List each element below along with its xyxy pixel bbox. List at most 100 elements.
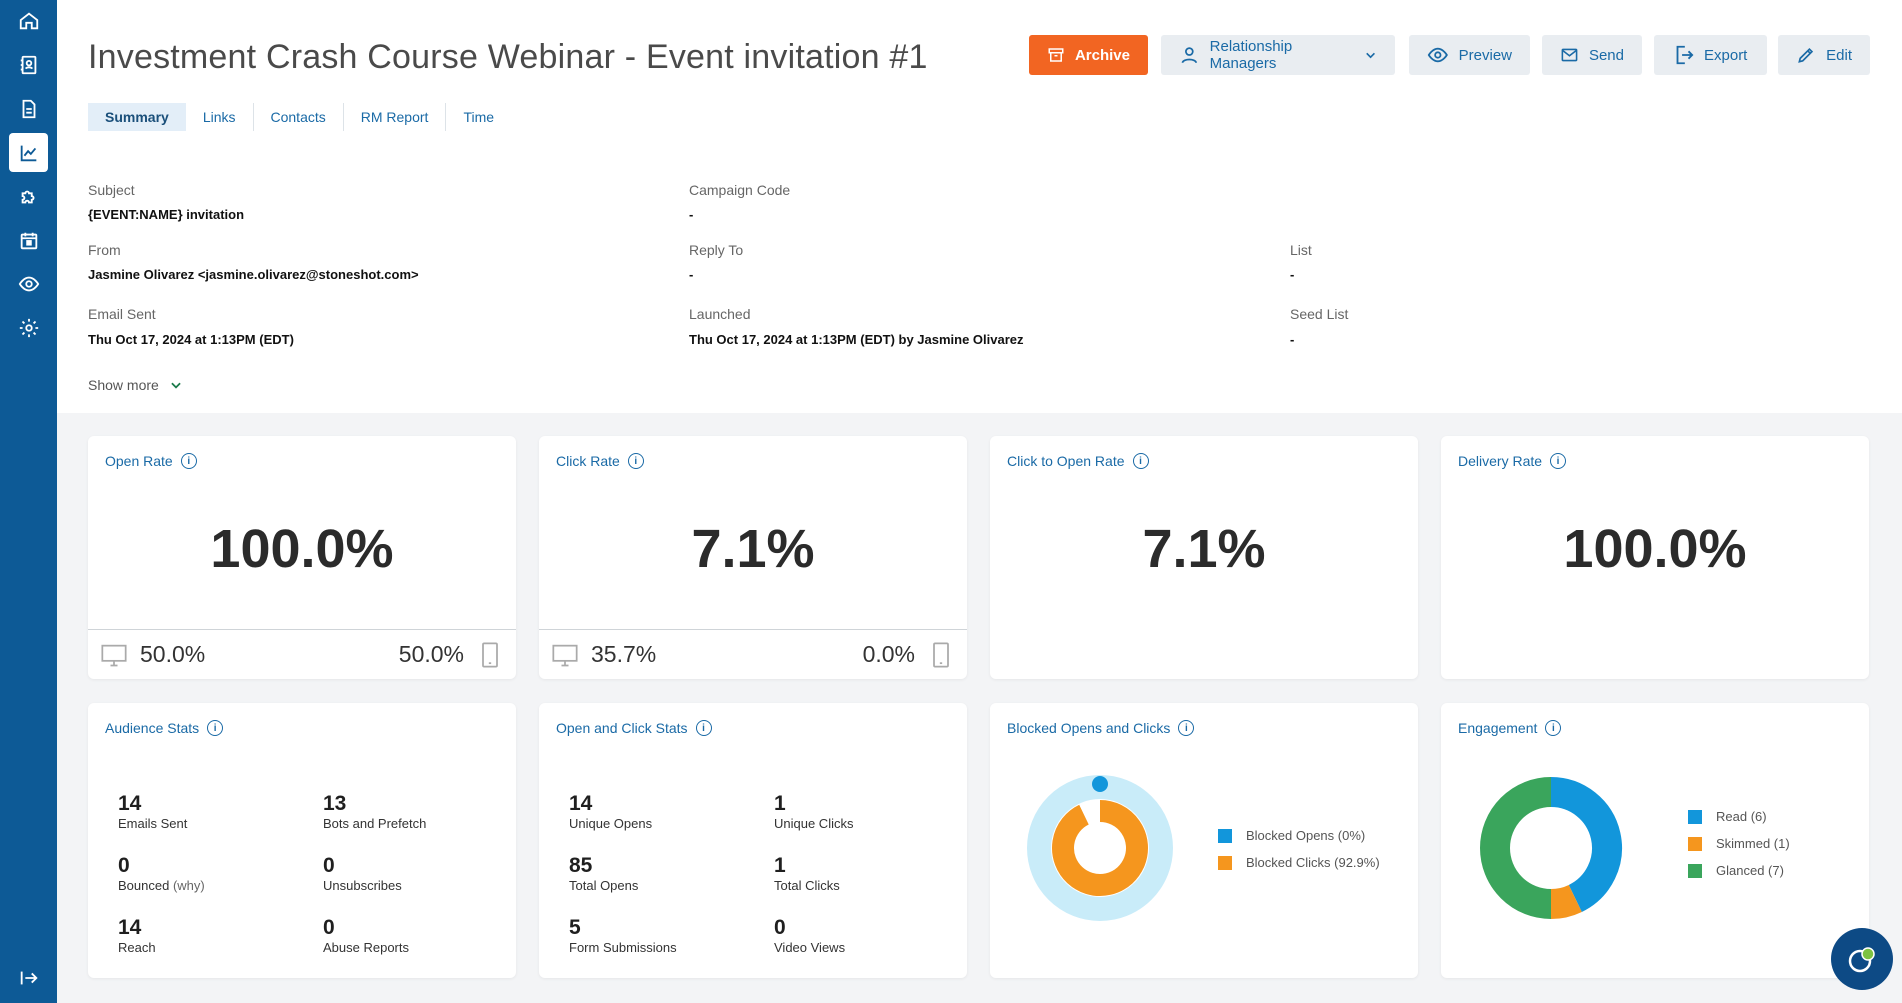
- engagement-title[interactable]: Engagement i: [1458, 720, 1562, 736]
- info-icon[interactable]: i: [1545, 720, 1562, 736]
- chart-icon: [20, 145, 36, 161]
- send-label: Send: [1588, 46, 1624, 64]
- click-rate-title[interactable]: Click Rate i: [556, 453, 644, 469]
- blocked-donut-chart: [1027, 775, 1173, 921]
- email-sent-value: Thu Oct 17, 2024 at 1:13PM (EDT): [88, 332, 294, 347]
- audience-stats-card: Audience Stats i 14 Emails Sent 13 Bots an…: [88, 703, 516, 978]
- email-sent-label: Email Sent: [88, 306, 156, 322]
- info-icon[interactable]: i: [1132, 453, 1149, 469]
- open-click-stats-title[interactable]: Open and Click Stats i: [556, 720, 712, 736]
- chat-widget-button[interactable]: [1831, 928, 1893, 990]
- preview-label: Preview: [1458, 46, 1512, 64]
- engagement-title-text: Engagement: [1458, 720, 1538, 736]
- chat-bubble-icon: [1848, 947, 1875, 973]
- delivery-rate-card: Delivery Rate i 100.0%: [1441, 436, 1869, 679]
- why-link[interactable]: (why): [172, 878, 205, 893]
- info-icon[interactable]: i: [627, 453, 644, 469]
- stat-label: Video Views: [774, 940, 846, 955]
- legend-blocked-clicks: Blocked Clicks (92.9%): [1218, 855, 1380, 870]
- tab-time[interactable]: Time: [463, 109, 495, 125]
- open-rate-mobile: 50.0%: [398, 641, 464, 667]
- stat-value: 13: [323, 792, 347, 815]
- stat-bots: 13 Bots and Prefetch: [323, 792, 503, 832]
- sidebar-item-contacts[interactable]: [9, 45, 48, 84]
- send-button[interactable]: Send: [1542, 35, 1642, 75]
- legend-glanced: Glanced (7): [1688, 863, 1790, 878]
- preview-button[interactable]: Preview: [1409, 35, 1530, 75]
- edit-label: Edit: [1826, 46, 1852, 64]
- sidebar-item-home[interactable]: [9, 1, 48, 40]
- audience-stats-title[interactable]: Audience Stats i: [105, 720, 224, 736]
- stat-label: Unique Opens: [569, 816, 653, 831]
- edit-button[interactable]: Edit: [1778, 35, 1870, 75]
- sidebar-item-settings[interactable]: [9, 308, 48, 347]
- stat-form-submissions: 5 Form Submissions: [569, 916, 774, 956]
- user-icon: [1181, 47, 1198, 64]
- export-button[interactable]: Export: [1654, 35, 1767, 75]
- info-icon[interactable]: i: [180, 453, 197, 469]
- tab-rm-report[interactable]: RM Report: [344, 103, 447, 131]
- open-click-stats-grid: 14 Unique Opens 1 Unique Clicks 85 Total Op…: [569, 792, 954, 956]
- pencil-icon: [1798, 47, 1814, 63]
- delivery-rate-title[interactable]: Delivery Rate i: [1458, 453, 1567, 469]
- show-more-label: Show more: [88, 377, 159, 393]
- sidebar-item-documents[interactable]: [9, 89, 48, 128]
- engagement-legend: Read (6) Skimmed (1) Glanced (7): [1688, 809, 1790, 878]
- subject-label: Subject: [88, 182, 135, 198]
- open-rate-title[interactable]: Open Rate i: [105, 453, 197, 469]
- stat-label: Unsubscribes: [323, 878, 402, 893]
- stat-unsubscribes: 0 Unsubscribes: [323, 854, 503, 894]
- stat-value: 0: [774, 916, 786, 939]
- stat-value: 0: [323, 854, 335, 877]
- sidebar-item-events[interactable]: [9, 221, 48, 260]
- click-to-open-rate-value: 7.1%: [1142, 519, 1266, 579]
- seed-list-label: Seed List: [1290, 306, 1349, 322]
- chevron-down-icon: [171, 382, 181, 389]
- legend-swatch: [1218, 855, 1232, 870]
- legend-swatch: [1688, 863, 1702, 878]
- info-icon[interactable]: i: [1178, 720, 1195, 736]
- show-more-toggle[interactable]: Show more: [88, 377, 183, 393]
- document-icon: [22, 99, 35, 118]
- blocked-clicks-remainder-arc: [1079, 800, 1101, 825]
- click-rate-value: 7.1%: [691, 519, 815, 579]
- desktop-icon: [552, 644, 578, 666]
- open-rate-title-text: Open Rate: [105, 453, 173, 469]
- blocked-opens-clicks-title[interactable]: Blocked Opens and Clicks i: [1007, 720, 1195, 736]
- audience-stats-title-text: Audience Stats: [105, 720, 200, 736]
- info-icon[interactable]: i: [1550, 453, 1567, 469]
- stat-value: 5: [569, 916, 581, 939]
- bounced-label: Bounced: [118, 878, 170, 893]
- sidebar-item-preview[interactable]: [9, 264, 48, 303]
- tab-summary[interactable]: Summary: [88, 103, 186, 131]
- home-icon: [19, 12, 38, 29]
- info-icon[interactable]: i: [207, 720, 224, 736]
- tab-contacts[interactable]: Contacts: [254, 103, 344, 131]
- archive-button[interactable]: Archive: [1029, 35, 1148, 75]
- stat-value: 14: [569, 792, 593, 815]
- info-icon[interactable]: i: [695, 720, 712, 736]
- blocked-opens-clicks-card: Blocked Opens and Clicks i Blocked Opens…: [990, 703, 1418, 978]
- engagement-card: Engagement i Read (6) Skimmed (1) Glance…: [1441, 703, 1869, 978]
- blocked-legend: Blocked Opens (0%) Blocked Clicks (92.9%…: [1218, 828, 1380, 870]
- desktop-icon: [101, 644, 127, 666]
- legend-swatch: [1688, 836, 1702, 851]
- click-rate-mobile: 0.0%: [862, 641, 915, 667]
- sidebar-item-reports[interactable]: [9, 133, 48, 172]
- sidebar-collapse-button[interactable]: [9, 958, 48, 997]
- relationship-managers-dropdown[interactable]: Relationship Managers: [1161, 35, 1395, 75]
- stat-emails-sent: 14 Emails Sent: [118, 793, 323, 832]
- tab-links[interactable]: Links: [186, 103, 254, 131]
- sidebar-item-integrations[interactable]: [9, 177, 48, 216]
- stat-value: 0: [118, 854, 130, 877]
- stat-label: Reach: [118, 940, 156, 955]
- envelope-icon: [1561, 48, 1578, 62]
- campaign-code-label: Campaign Code: [689, 182, 791, 198]
- reply-to-label: Reply To: [689, 242, 744, 258]
- click-to-open-rate-title[interactable]: Click to Open Rate i: [1007, 453, 1149, 469]
- sidebar: [0, 0, 57, 1003]
- export-label: Export: [1704, 46, 1748, 64]
- click-rate-desktop: 35.7%: [591, 641, 657, 667]
- chevron-down-icon: [1366, 52, 1375, 59]
- legend-swatch: [1688, 809, 1702, 824]
